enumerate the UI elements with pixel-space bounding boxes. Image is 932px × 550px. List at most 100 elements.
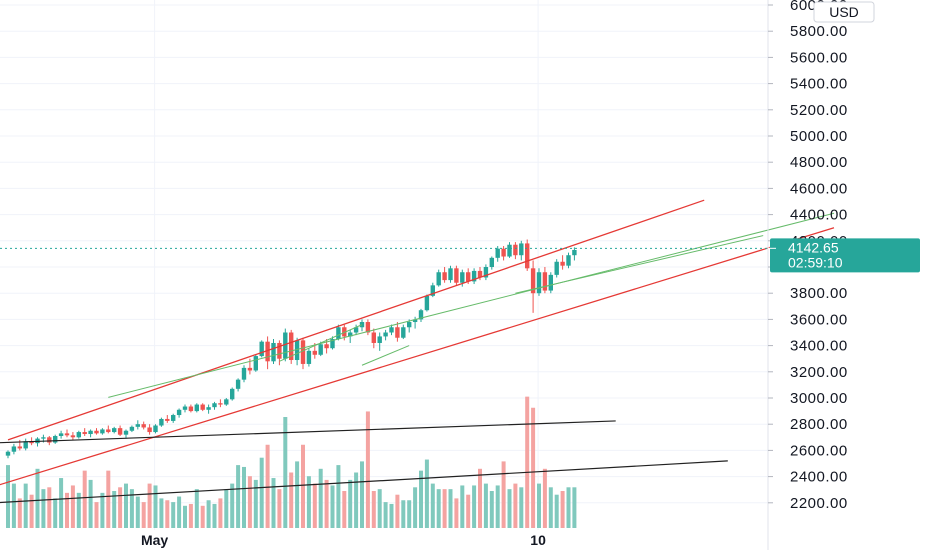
candle-body <box>23 441 28 449</box>
price-tick-label: 4600.00 <box>790 180 848 197</box>
volume-bar <box>342 491 347 528</box>
volume-bar <box>554 494 559 528</box>
candle-body <box>82 432 87 435</box>
candle <box>501 246 506 261</box>
candle <box>442 267 447 283</box>
candle-body <box>377 336 382 343</box>
volume-bar <box>371 491 376 528</box>
candle-body <box>277 342 282 359</box>
volume-bar <box>171 502 176 528</box>
candle-body <box>247 367 253 371</box>
candle <box>365 319 371 336</box>
candle-body <box>507 244 512 257</box>
candle-body <box>141 424 146 428</box>
candle <box>353 324 359 336</box>
candle <box>436 269 441 287</box>
candle-body <box>94 430 99 434</box>
candle <box>407 319 412 333</box>
candle-body <box>483 267 489 278</box>
volume-bar <box>70 485 75 528</box>
currency-button[interactable]: USD <box>813 1 875 23</box>
volume-bar <box>106 470 111 528</box>
candle-body <box>454 268 459 283</box>
candle-body <box>259 341 264 357</box>
volume-bar <box>301 444 305 528</box>
candle <box>395 322 400 342</box>
volume-bar <box>23 483 28 528</box>
candle <box>117 425 123 436</box>
support-line[interactable] <box>0 460 728 506</box>
candle <box>112 426 117 434</box>
volume-bar <box>265 444 270 528</box>
volume-bar <box>330 485 335 528</box>
channel-line[interactable] <box>7 199 705 441</box>
candle <box>448 265 453 283</box>
trend-line[interactable] <box>361 345 410 366</box>
candle <box>82 428 87 436</box>
candle-body <box>147 427 152 433</box>
candle-body <box>489 257 494 267</box>
volume-bar <box>253 479 258 528</box>
volume-bar <box>47 487 52 528</box>
candle-body <box>401 327 406 338</box>
volume-bar <box>194 489 199 528</box>
candle <box>224 398 229 406</box>
volume-bar <box>200 505 205 528</box>
trend-line[interactable] <box>515 235 764 294</box>
candle <box>401 324 406 340</box>
candle <box>171 413 176 423</box>
candle-body <box>135 424 140 427</box>
candle <box>554 259 559 278</box>
candle-body <box>466 272 471 282</box>
candle-body <box>265 341 270 362</box>
candle <box>318 341 323 357</box>
candle <box>525 239 530 271</box>
volume-bar <box>118 487 123 528</box>
trendline-drawings[interactable] <box>0 199 835 519</box>
candle-body <box>389 327 394 333</box>
channel-line[interactable] <box>0 227 835 519</box>
trend-line[interactable] <box>108 212 835 398</box>
candle <box>371 328 376 349</box>
candle <box>383 329 388 341</box>
candle-body <box>70 435 76 438</box>
trend-line[interactable] <box>279 324 363 362</box>
price-tick-label: 2400.00 <box>790 469 848 486</box>
candle-body <box>58 433 64 436</box>
candle-body <box>300 340 306 364</box>
price-tick-label: 4400.00 <box>790 207 848 224</box>
volume-bar <box>419 470 423 528</box>
candle <box>106 425 111 434</box>
volume-bar <box>354 472 359 528</box>
volume-bar <box>395 494 400 528</box>
candle <box>424 294 430 312</box>
candle-body <box>371 332 376 343</box>
volume-bar <box>35 468 40 528</box>
currency-label[interactable]: USD <box>829 4 859 20</box>
volume-bar <box>560 491 565 528</box>
candle-body <box>348 332 353 337</box>
volume-bar <box>436 489 441 528</box>
volume-bar <box>289 472 294 528</box>
candle <box>483 264 489 281</box>
candle <box>218 399 223 408</box>
candle-body <box>448 268 453 281</box>
volume-bar <box>277 489 282 528</box>
candle-body <box>542 272 548 291</box>
price-tick-label: 2200.00 <box>790 495 848 512</box>
price-tick-label: 2600.00 <box>790 442 848 459</box>
candle-body <box>41 437 46 439</box>
price-tick-label: 5800.00 <box>790 23 848 40</box>
volume-bar <box>29 494 34 528</box>
volume-bars <box>6 396 577 528</box>
volume-bar <box>283 417 288 528</box>
time-axis[interactable]: May 10 <box>141 532 546 548</box>
support-line[interactable] <box>0 420 616 445</box>
candle-body <box>29 441 34 444</box>
candle <box>159 417 164 427</box>
candle-body <box>436 272 441 286</box>
currency-button-bg[interactable] <box>813 1 875 23</box>
candle <box>277 340 282 366</box>
candle <box>230 387 235 401</box>
